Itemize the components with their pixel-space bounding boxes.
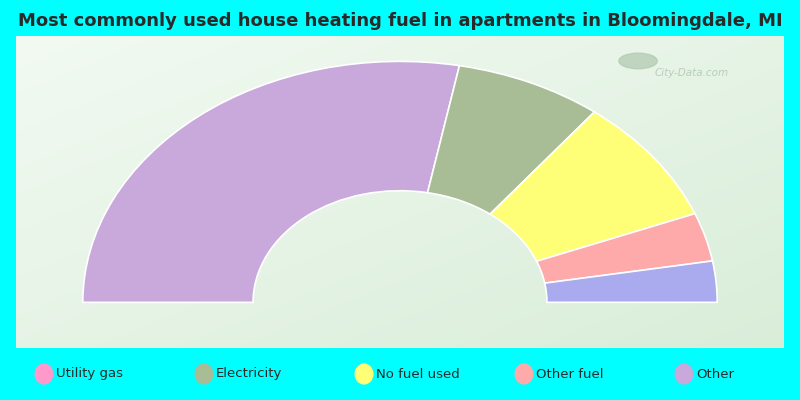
Circle shape — [619, 53, 658, 69]
Text: Most commonly used house heating fuel in apartments in Bloomingdale, MI: Most commonly used house heating fuel in… — [18, 12, 782, 30]
Ellipse shape — [355, 364, 373, 384]
Wedge shape — [427, 66, 594, 214]
Text: No fuel used: No fuel used — [376, 368, 460, 380]
Ellipse shape — [515, 364, 533, 384]
Wedge shape — [545, 261, 718, 302]
Ellipse shape — [195, 364, 213, 384]
Ellipse shape — [35, 364, 53, 384]
Text: Other: Other — [696, 368, 734, 380]
Text: Other fuel: Other fuel — [536, 368, 603, 380]
Text: Utility gas: Utility gas — [56, 368, 123, 380]
Text: City-Data.com: City-Data.com — [654, 68, 729, 78]
Wedge shape — [82, 61, 459, 302]
Text: Electricity: Electricity — [216, 368, 282, 380]
Wedge shape — [490, 112, 695, 261]
Ellipse shape — [675, 364, 693, 384]
Wedge shape — [537, 214, 713, 283]
